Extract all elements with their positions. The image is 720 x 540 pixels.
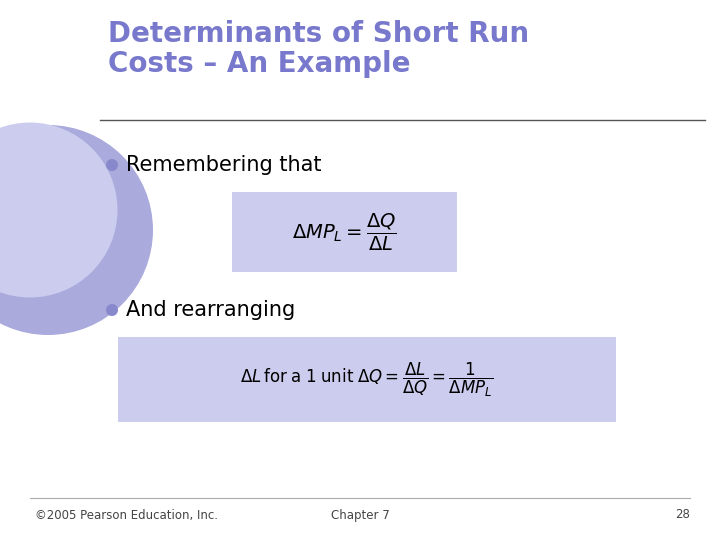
Text: $\Delta MP_L = \dfrac{\Delta Q}{\Delta L}$: $\Delta MP_L = \dfrac{\Delta Q}{\Delta L… <box>292 212 397 253</box>
Text: And rearranging: And rearranging <box>126 300 295 320</box>
Circle shape <box>106 159 118 171</box>
Text: ©2005 Pearson Education, Inc.: ©2005 Pearson Education, Inc. <box>35 509 218 522</box>
Text: $\Delta L \,\mathrm{for\;a\;1\;unit\;}\Delta Q = \dfrac{\Delta L}{\Delta Q} = \d: $\Delta L \,\mathrm{for\;a\;1\;unit\;}\D… <box>240 360 494 399</box>
Circle shape <box>106 304 118 316</box>
Ellipse shape <box>0 123 117 298</box>
Text: Costs – An Example: Costs – An Example <box>108 50 410 78</box>
FancyBboxPatch shape <box>118 337 616 422</box>
Text: Determinants of Short Run: Determinants of Short Run <box>108 20 529 48</box>
Text: 28: 28 <box>675 509 690 522</box>
Ellipse shape <box>0 125 153 335</box>
Text: Chapter 7: Chapter 7 <box>330 509 390 522</box>
Text: Remembering that: Remembering that <box>126 155 322 175</box>
FancyBboxPatch shape <box>232 192 457 272</box>
